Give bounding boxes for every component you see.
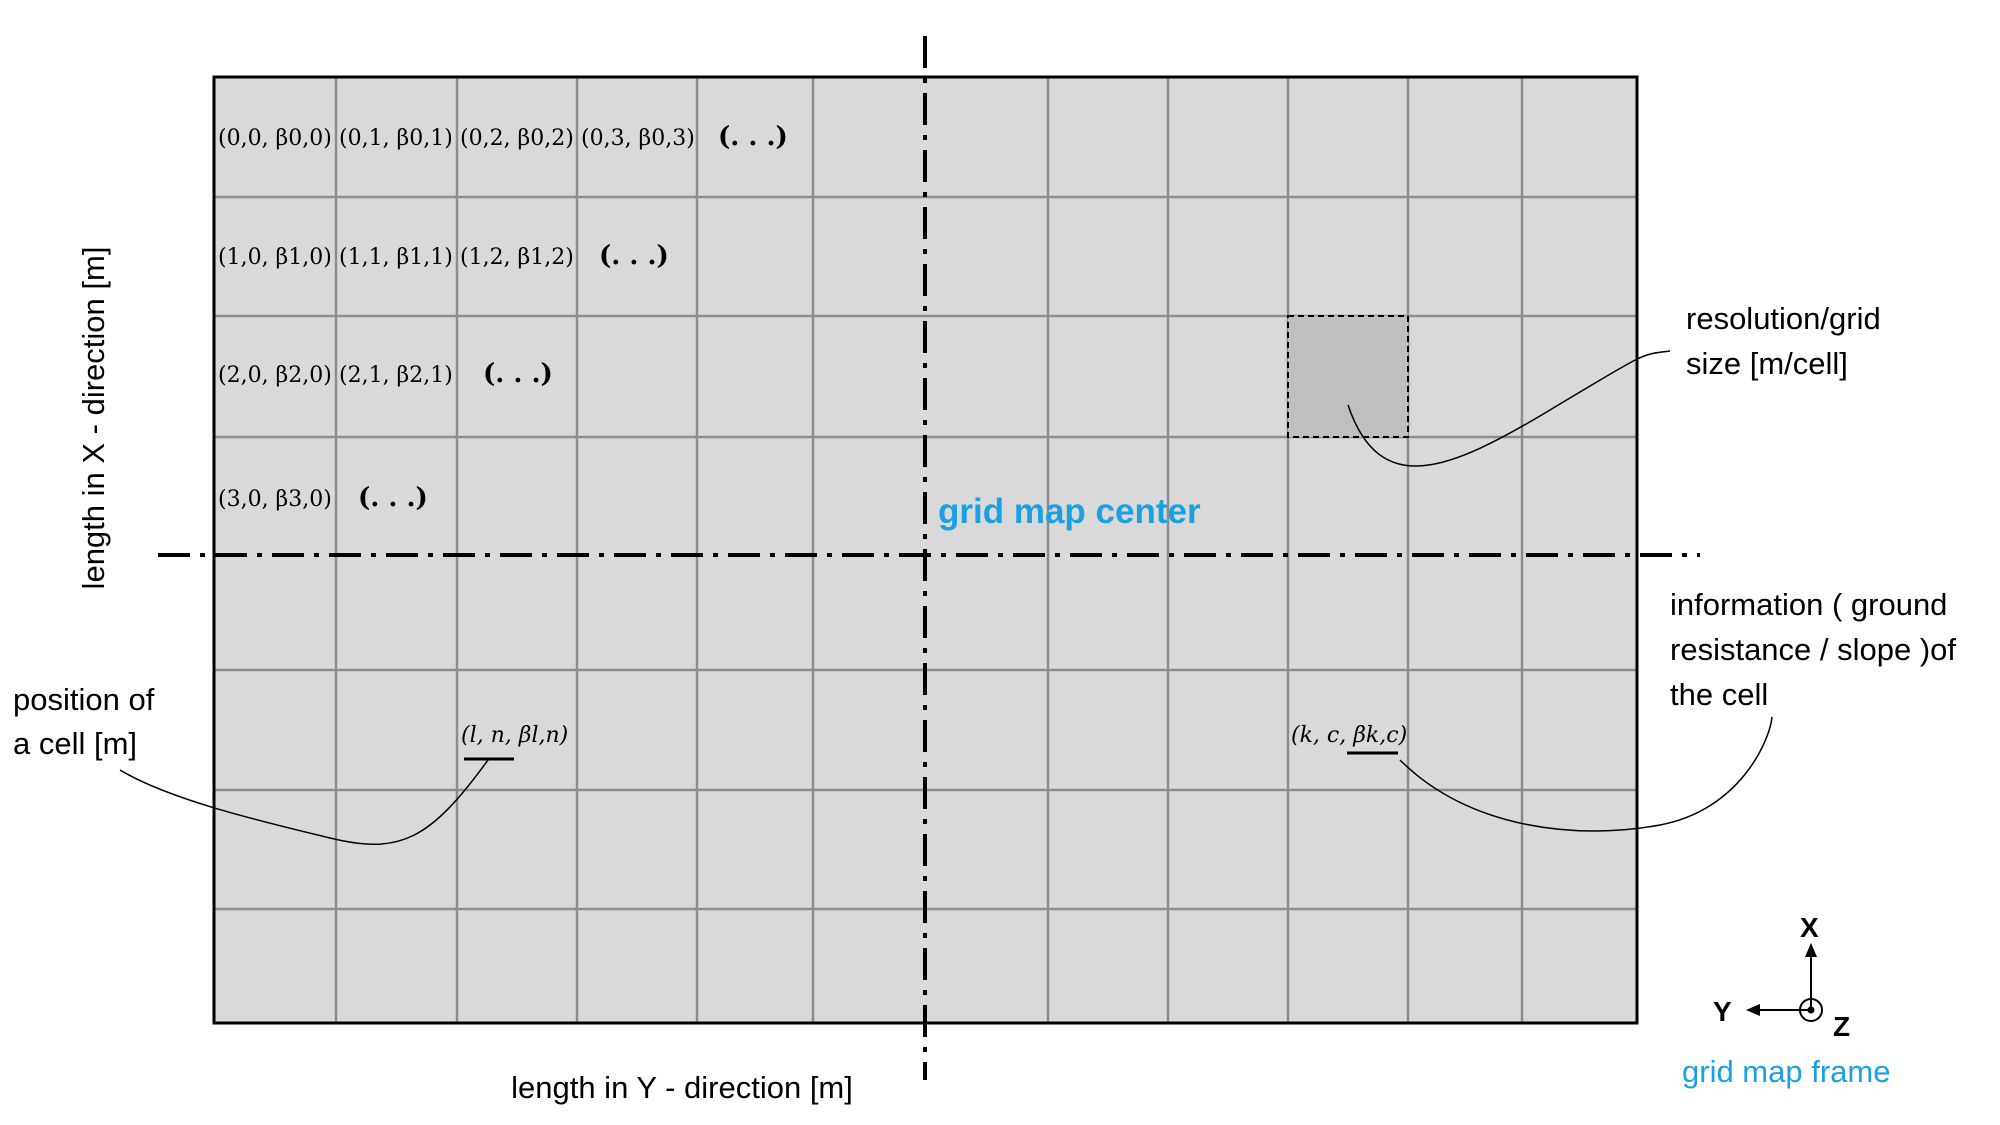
cell-label-row3-more: (. . .): [358, 483, 428, 513]
info-label-line3: the cell: [1670, 677, 1768, 712]
frame-y-label: Y: [1713, 996, 1732, 1027]
info-label-line2: resistance / slope )of: [1670, 632, 1956, 667]
position-label-line2: a cell [m]: [13, 726, 137, 761]
cell-label-row0-more: (. . .): [718, 122, 788, 152]
cell-label-1-2: (1,2, β1,2): [460, 245, 574, 270]
grid-map-frame-caption: grid map frame: [1682, 1054, 1890, 1089]
position-label-line1: position of: [13, 682, 155, 717]
y-axis-label: length in Y - direction [m]: [511, 1070, 853, 1105]
cell-label-2-0: (2,0, β2,0): [218, 363, 332, 388]
coordinate-frame-icon: [1746, 943, 1823, 1022]
frame-x-label: X: [1800, 912, 1819, 943]
frame-z-label: Z: [1833, 1011, 1850, 1042]
cell-label-1-0: (1,0, β1,0): [218, 245, 332, 270]
info-label-line1: information ( ground: [1670, 587, 1947, 622]
cell-label-row1-more: (. . .): [599, 241, 669, 271]
cell-label-3-0: (3,0, β3,0): [218, 487, 332, 512]
grid-map-center-label: grid map center: [938, 492, 1201, 531]
cell-label-0-3: (0,3, β0,3): [581, 126, 695, 151]
position-leader: [119, 759, 489, 845]
resolution-label-line1: resolution/grid: [1686, 301, 1881, 336]
cell-label-1-1: (1,1, β1,1): [339, 245, 453, 270]
cell-label-k-c: (k, c, βk,c): [1291, 723, 1407, 748]
cell-label-0-0: (0,0, β0,0): [218, 126, 332, 151]
resolution-leader: [1347, 350, 1671, 467]
resolution-label-line2: size [m/cell]: [1686, 346, 1848, 381]
cell-label-0-2: (0,2, β0,2): [460, 126, 574, 151]
info-leader: [1399, 716, 1773, 832]
cell-label-2-1: (2,1, β2,1): [339, 363, 453, 388]
x-axis-label: length in X - direction [m]: [76, 247, 111, 590]
cell-label-row2-more: (. . .): [483, 359, 553, 389]
resolution-cell: [1287, 315, 1409, 438]
cell-label-0-1: (0,1, β0,1): [339, 126, 453, 151]
cell-label-l-n: (l, n, βl,n): [461, 723, 568, 748]
